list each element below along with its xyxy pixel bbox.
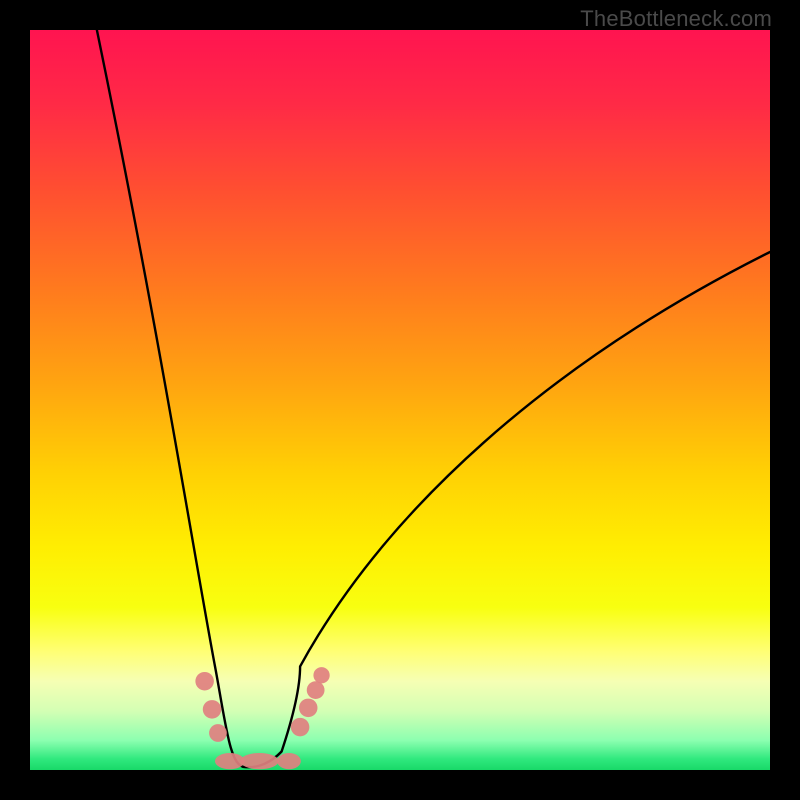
watermark-text: TheBottleneck.com <box>580 6 772 32</box>
plot-area <box>30 30 770 770</box>
bottleneck-curve <box>30 30 770 770</box>
valley-markers <box>195 667 329 769</box>
chart-frame: TheBottleneck.com <box>0 0 800 800</box>
